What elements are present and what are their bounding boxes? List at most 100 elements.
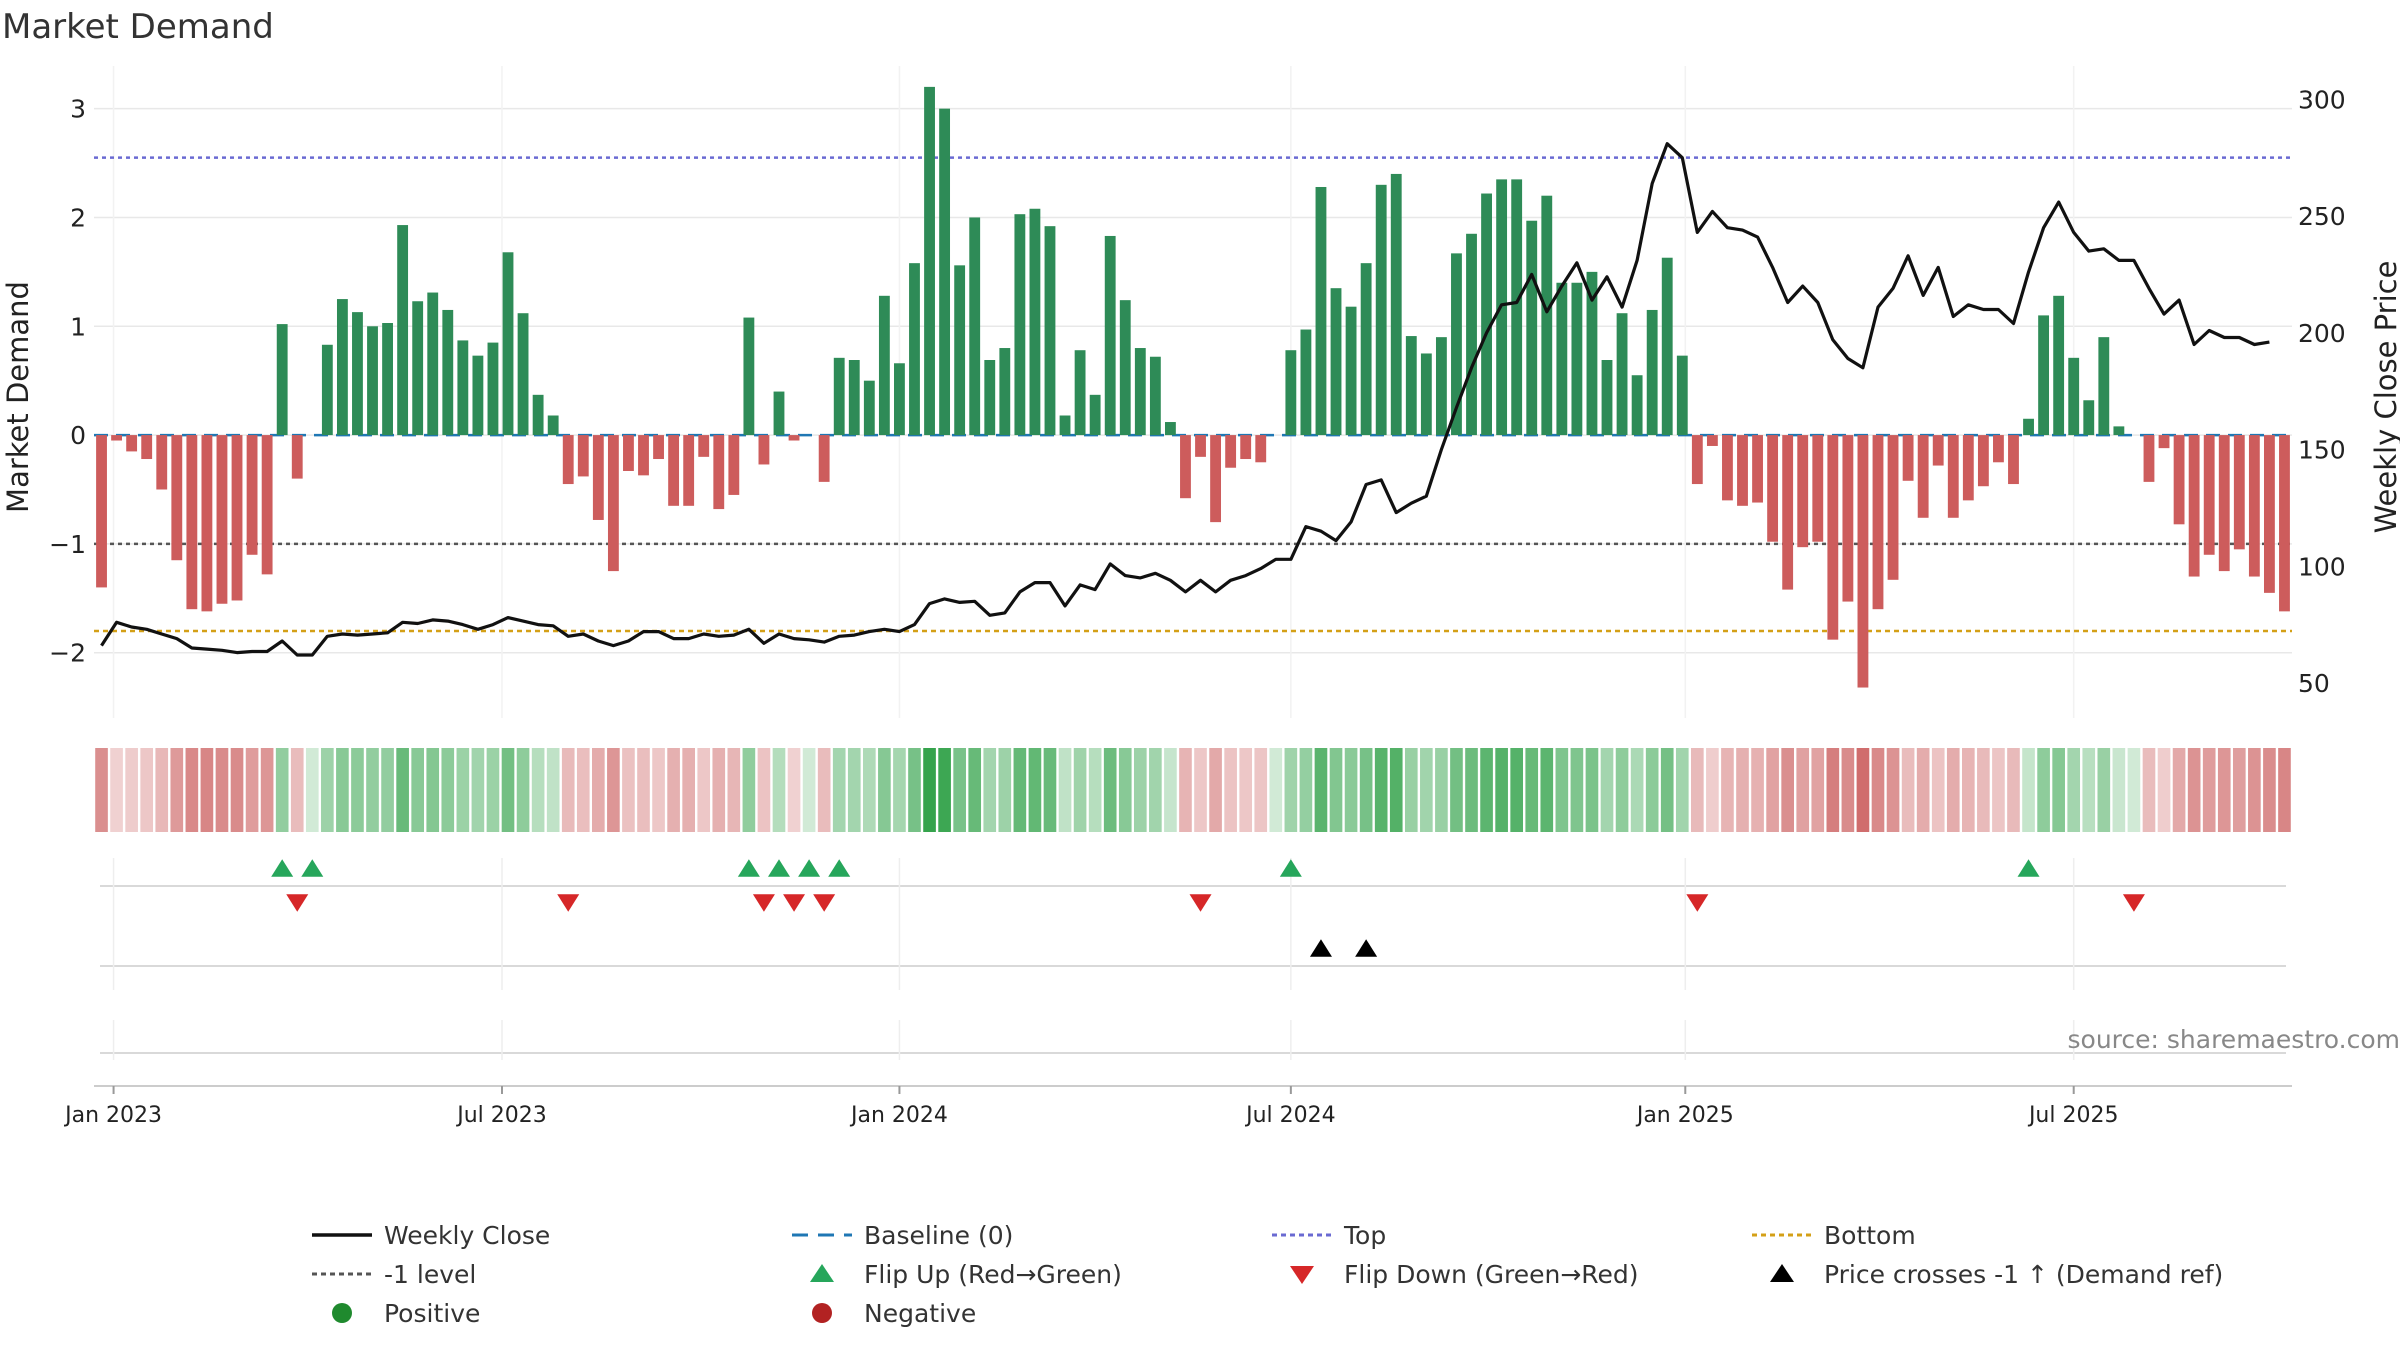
demand-bar: [638, 435, 649, 476]
heat-cell: [2278, 748, 2291, 832]
y2-tick-label: 300: [2298, 85, 2346, 114]
legend: Weekly Close Baseline (0) Top Bottom -1 leve…: [312, 1221, 2223, 1328]
demand-bar: [1752, 435, 1763, 503]
heat-cell: [802, 748, 816, 832]
demand-bar: [2279, 435, 2290, 612]
demand-bar: [623, 435, 634, 471]
y-tick-label: −2: [49, 639, 86, 668]
heat-cell: [1103, 748, 1117, 832]
heat-cell: [1630, 748, 1644, 832]
demand-bar: [1737, 435, 1748, 506]
demand-bar: [577, 435, 589, 477]
demand-bar: [1947, 435, 1959, 518]
heat-cell: [727, 748, 741, 832]
flip-down-marker: [752, 894, 775, 912]
demand-bar: [291, 435, 303, 479]
heat-cell: [862, 748, 876, 832]
heat-cell: [1766, 748, 1779, 832]
demand-bar: [2068, 357, 2080, 436]
demand-bar: [1285, 350, 1297, 436]
heat-cell: [1179, 748, 1192, 832]
demand-bar: [336, 299, 348, 436]
heat-cell: [2022, 748, 2035, 832]
heat-cell: [155, 748, 169, 832]
heat-cell: [2232, 748, 2246, 832]
demand-bar: [1902, 435, 1914, 481]
demand-bar: [502, 252, 514, 436]
heat-cell: [1916, 748, 1930, 832]
heat-cell: [1841, 748, 1855, 832]
y2-tick-label: 250: [2298, 202, 2346, 231]
legend-label: Price crosses -1 ↑ (Demand ref): [1824, 1260, 2223, 1289]
heat-cell: [847, 748, 861, 832]
demand-bar: [1571, 282, 1583, 436]
price-cross-marker: [1355, 939, 1378, 957]
demand-bar: [487, 342, 499, 436]
heat-cell: [652, 748, 665, 832]
heat-cell: [411, 748, 425, 832]
heat-cell: [351, 748, 364, 832]
heat-cell: [1344, 748, 1358, 832]
heat-cell: [546, 748, 560, 832]
demand-bar: [1646, 309, 1658, 436]
legend-item: Positive: [332, 1299, 480, 1328]
heat-cell: [1164, 748, 1177, 832]
heat-cell: [697, 748, 711, 832]
demand-bar: [1691, 435, 1703, 485]
demand-bar: [1872, 435, 1884, 610]
heat-cell: [1811, 748, 1825, 832]
flip-up-marker: [767, 859, 790, 877]
demand-bar: [1134, 348, 1146, 436]
demand-bar: [2053, 295, 2065, 436]
demand-bar: [2113, 426, 2125, 436]
heat-cell: [1389, 748, 1403, 832]
demand-bar: [2083, 400, 2095, 436]
heat-cell: [1946, 748, 1960, 832]
demand-bar: [1827, 435, 1839, 640]
heat-cell: [1239, 748, 1253, 832]
event-markers: [100, 858, 2286, 1060]
heat-cell: [742, 748, 756, 832]
flip-down-marker: [1189, 894, 1212, 912]
y-tick-label: −1: [49, 530, 86, 559]
demand-bar: [909, 263, 920, 436]
demand-bar: [1405, 336, 1417, 436]
demand-bar: [773, 391, 785, 436]
heat-cell: [1118, 748, 1132, 832]
heat-cell: [1706, 748, 1719, 832]
demand-bar: [1797, 435, 1809, 548]
legend-label: Baseline (0): [864, 1221, 1013, 1250]
heat-cell: [1194, 748, 1207, 832]
legend-item: Baseline (0): [792, 1221, 1013, 1250]
demand-bar: [1195, 435, 1206, 457]
legend-item: Negative: [812, 1299, 976, 1328]
heat-cell: [1691, 748, 1704, 832]
heat-cell: [772, 748, 786, 832]
heat-cell: [2202, 748, 2216, 832]
heat-cell: [170, 748, 184, 832]
demand-bar: [321, 344, 333, 436]
heat-cell: [1058, 748, 1072, 832]
demand-bar: [2233, 435, 2245, 550]
heat-cell: [712, 748, 726, 832]
heat-cell: [1826, 748, 1840, 832]
legend-item: Flip Down (Green→Red): [1290, 1260, 1639, 1289]
heat-cell: [321, 748, 334, 832]
demand-bar: [2008, 435, 2019, 485]
x-axis: Jan 2023 Jul 2023 Jan 2024 Jul 2024 Jan 2025…: [63, 1085, 2292, 1128]
heat-cell: [531, 748, 545, 832]
demand-bar: [1164, 422, 1176, 436]
heat-cell: [1480, 748, 1493, 832]
demand-bar: [1240, 435, 1252, 460]
heat-cell: [185, 748, 199, 832]
legend-item: -1 level: [312, 1260, 476, 1289]
demand-bar: [1586, 271, 1598, 436]
heat-cell: [1600, 748, 1614, 832]
heat-cell: [471, 748, 485, 832]
heat-cell: [2067, 748, 2081, 832]
heat-cell: [2142, 748, 2156, 832]
demand-bar: [532, 394, 544, 436]
heat-cell: [878, 748, 891, 832]
heat-cell: [110, 748, 123, 832]
legend-label: Weekly Close: [384, 1221, 550, 1250]
